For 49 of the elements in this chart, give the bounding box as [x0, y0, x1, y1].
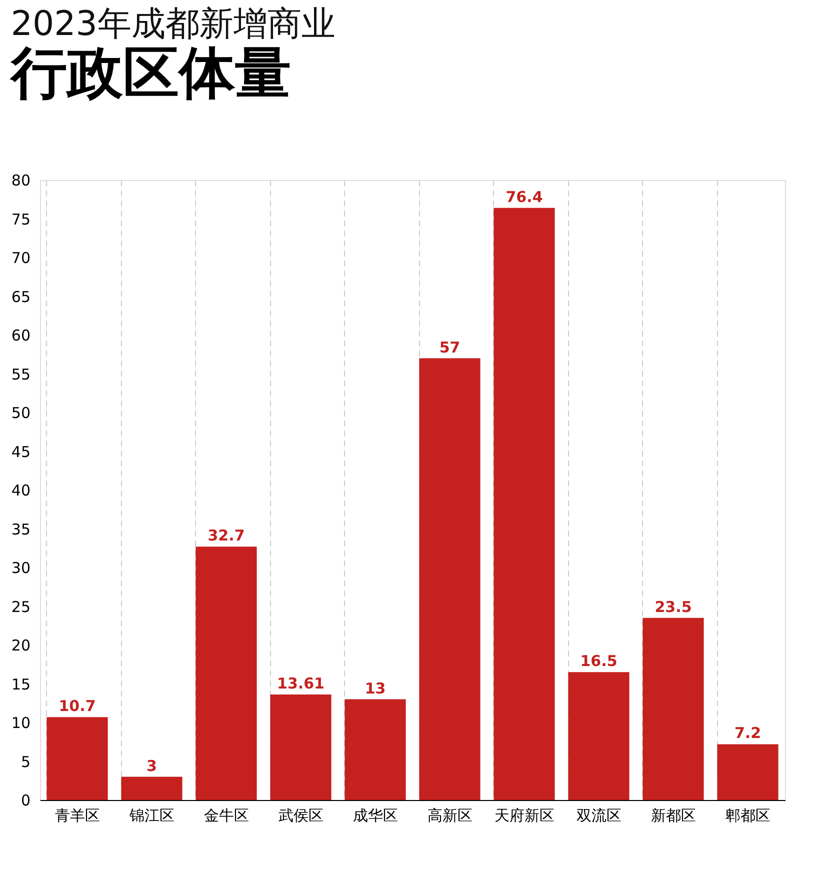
bar [419, 358, 480, 800]
x-tick-label: 新都区 [650, 806, 696, 824]
data-label: 16.5 [580, 652, 618, 670]
y-tick-label: 40 [11, 482, 30, 500]
y-tick-label: 45 [11, 442, 30, 461]
bar [568, 672, 630, 800]
bar [270, 694, 332, 800]
bar [46, 717, 108, 800]
y-tick-label: 0 [20, 792, 30, 810]
y-tick-label: 20 [11, 636, 30, 654]
y-tick-label: 15 [11, 675, 30, 694]
y-tick-label: 60 [11, 326, 30, 344]
x-tick-label: 锦江区 [128, 806, 174, 824]
chart-title: 2023年成都新增商业 [10, 4, 336, 44]
data-label: 10.7 [58, 697, 96, 716]
x-tick-label: 金牛区 [204, 806, 249, 824]
data-label: 57 [439, 338, 460, 356]
y-tick-label: 5 [20, 752, 30, 771]
data-label: 23.5 [654, 598, 692, 616]
data-label: 7.2 [734, 724, 762, 742]
y-tick-label: 65 [11, 288, 30, 306]
y-tick-label: 80 [11, 172, 30, 190]
x-tick-label: 青羊区 [54, 806, 100, 824]
y-tick-label: 55 [11, 365, 30, 384]
x-tick-label: 成华区 [352, 806, 398, 824]
x-tick-label: 高新区 [427, 806, 472, 824]
x-tick-label: 郫都区 [725, 806, 770, 824]
y-tick-label: 50 [11, 404, 30, 422]
bar [344, 699, 406, 800]
x-tick-label: 武侯区 [278, 806, 324, 824]
x-tick-label: 天府新区 [494, 806, 554, 824]
data-label: 3 [146, 756, 157, 775]
data-label: 13 [364, 679, 386, 698]
y-tick-label: 25 [11, 598, 30, 616]
y-tick-label: 35 [11, 520, 30, 538]
bar [494, 208, 555, 800]
bar [121, 776, 182, 800]
y-tick-label: 10 [11, 714, 30, 732]
y-tick-label: 70 [11, 249, 30, 267]
bar [196, 546, 257, 800]
data-label: 76.4 [506, 188, 543, 206]
data-label: 32.7 [208, 526, 245, 545]
y-tick-label: 30 [11, 559, 30, 577]
bar [717, 744, 778, 800]
y-tick-label: 75 [11, 210, 30, 228]
bar [642, 618, 704, 800]
chart-subtitle: 行政区体量 [8, 41, 291, 106]
data-label: 13.61 [277, 674, 324, 693]
x-tick-label: 双流区 [576, 806, 622, 824]
